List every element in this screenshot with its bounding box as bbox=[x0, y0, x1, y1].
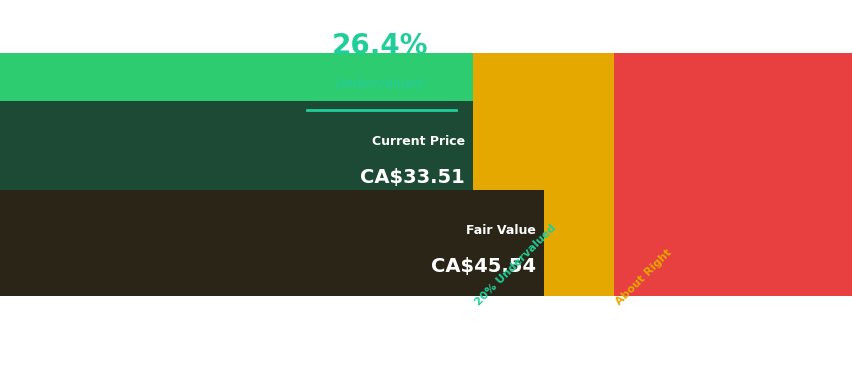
Text: CA$45.54: CA$45.54 bbox=[430, 257, 535, 276]
Bar bbox=[0, 53, 473, 296]
Text: CA$33.51: CA$33.51 bbox=[360, 168, 464, 187]
Bar bbox=[473, 53, 613, 296]
Text: About Right: About Right bbox=[613, 248, 673, 307]
Text: 26.4%: 26.4% bbox=[331, 32, 428, 60]
Bar bbox=[613, 53, 852, 296]
Text: Fair Value: Fair Value bbox=[465, 224, 535, 237]
Bar bbox=[0, 101, 473, 207]
Text: Current Price: Current Price bbox=[371, 135, 464, 148]
Bar bbox=[0, 190, 544, 296]
Text: Undervalued: Undervalued bbox=[335, 77, 423, 90]
Text: 20% Undervalued: 20% Undervalued bbox=[473, 223, 557, 307]
